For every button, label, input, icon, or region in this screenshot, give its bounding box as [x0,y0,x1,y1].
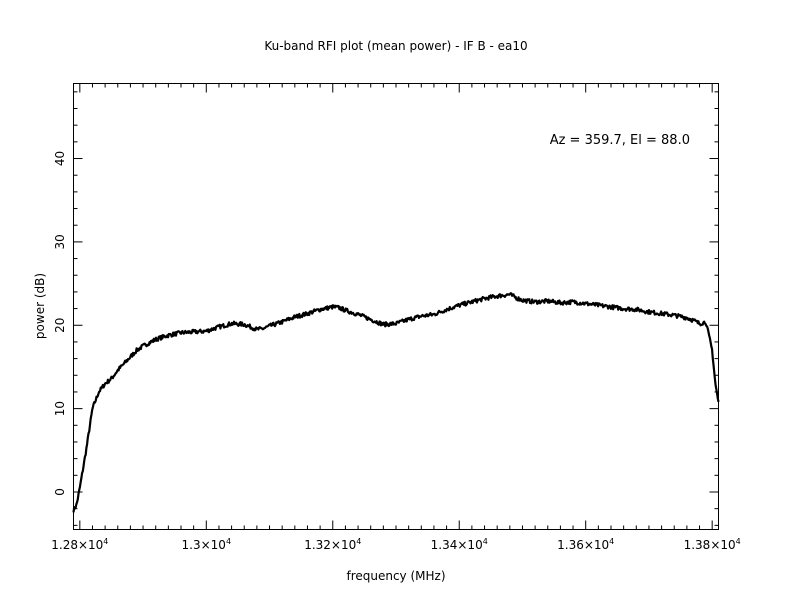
x-tick-label: 1.3×104 [182,537,232,552]
y-tick-label: 20 [53,318,67,333]
y-tick-label: 30 [53,234,67,249]
az-el-annotation: Az = 359.7, El = 88.0 [550,133,690,148]
plot-frame [73,83,719,530]
x-tick-label: 1.28×104 [51,537,108,552]
y-tick-label: 0 [53,488,67,496]
y-tick-label: 40 [53,151,67,166]
x-tick-label: 1.38×104 [684,537,741,552]
x-tick-label: 1.36×104 [557,537,614,552]
x-tick-labels: 1.28×104 1.3×104 1.32×104 1.34×104 1.36×104 1… [51,537,740,552]
y-axis-label: power (dB) [33,273,47,339]
x-tick-label: 1.32×104 [304,537,361,552]
axis-ticks [73,83,719,530]
chart-title: Ku-band RFI plot (mean power) - IF B - e… [264,39,527,53]
x-axis-label: frequency (MHz) [346,569,445,583]
y-tick-label: 10 [53,401,67,416]
x-tick-label: 1.34×104 [431,537,488,552]
y-tick-labels: 0 10 20 30 40 [53,151,67,496]
series-line [72,292,720,513]
